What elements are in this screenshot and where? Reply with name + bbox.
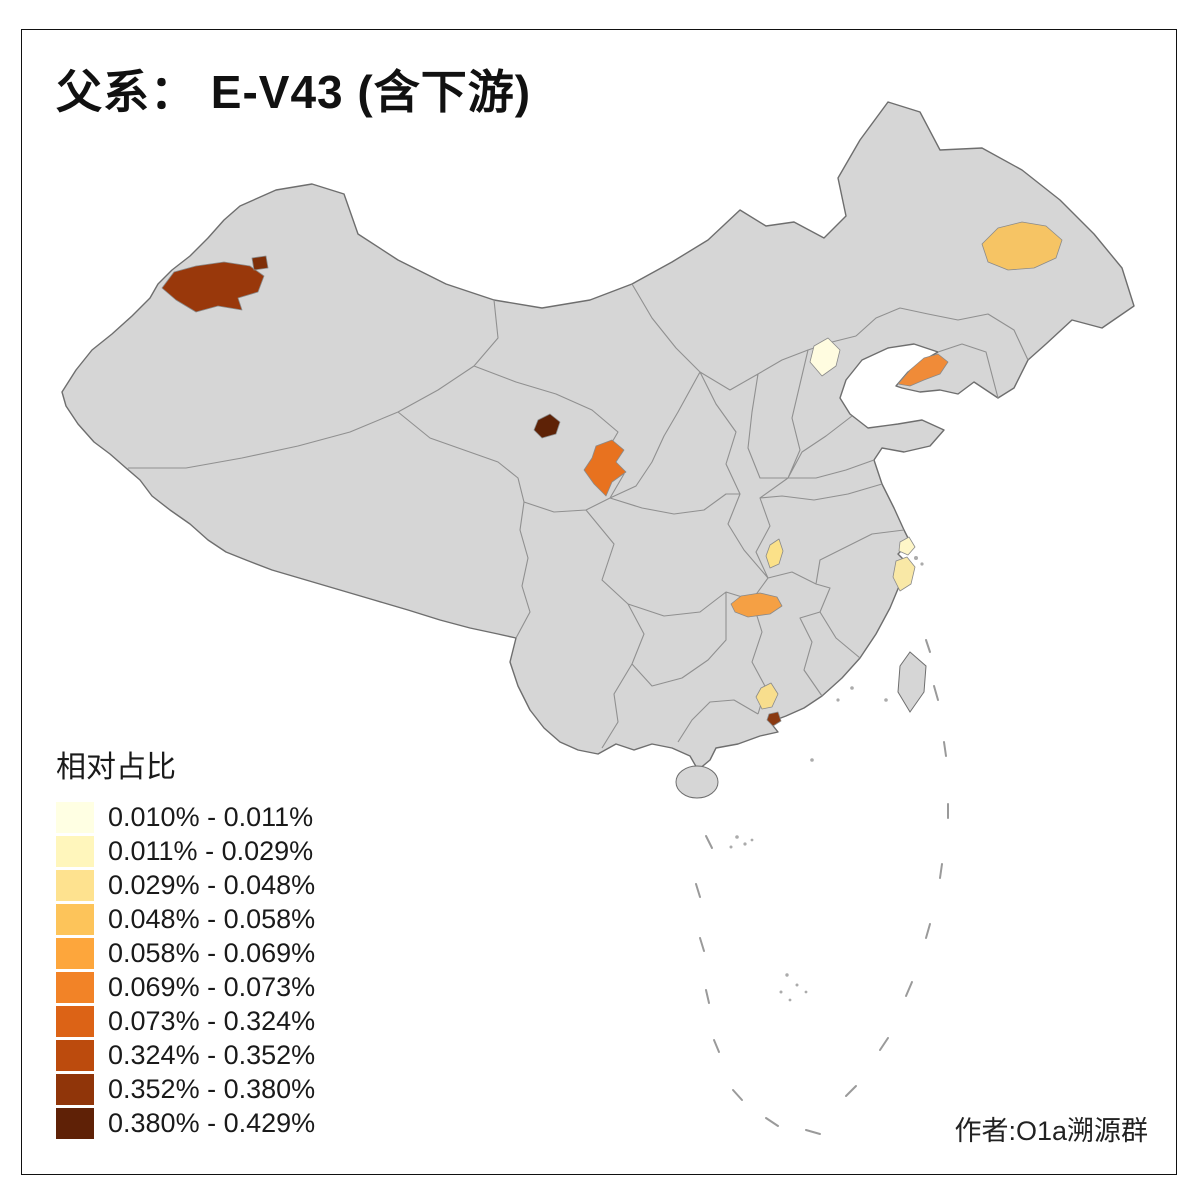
legend-label: 0.380% - 0.429% xyxy=(108,1107,316,1138)
region-heilongjiang-central xyxy=(981,221,1063,271)
region-liaodong-peninsula xyxy=(897,353,949,387)
highlighted-regions xyxy=(161,221,1063,727)
region-hubei-west-spot xyxy=(765,538,784,569)
hainan-island xyxy=(675,765,719,799)
legend-swatch xyxy=(56,1005,94,1037)
legend-swatch xyxy=(56,801,94,833)
legend-title: 相对占比 xyxy=(56,751,176,784)
legend-row: 0.048% - 0.058% xyxy=(56,902,315,936)
legend-swatch xyxy=(56,1039,94,1071)
legend: 相对占比 0.010% - 0.011% 0.011% - 0.029% 0.0… xyxy=(56,742,315,1140)
nine-dash-line xyxy=(695,639,949,1135)
legend-row: 0.058% - 0.069% xyxy=(56,936,315,970)
legend-swatch xyxy=(56,971,94,1003)
legend-label: 0.010% - 0.011% xyxy=(108,801,314,832)
region-west-xinjiang-small xyxy=(251,255,269,271)
legend-label: 0.073% - 0.324% xyxy=(108,1005,316,1036)
plot-frame xyxy=(21,29,1177,1175)
page-title: 父系： E-V43 (含下游) xyxy=(56,66,532,118)
taiwan-island xyxy=(897,651,927,713)
region-west-xinjiang-large xyxy=(161,261,265,313)
legend-label: 0.048% - 0.058% xyxy=(108,903,316,934)
legend-row: 0.352% - 0.380% xyxy=(56,1072,315,1106)
legend-row: 0.029% - 0.048% xyxy=(56,868,315,902)
region-guangdong-central xyxy=(755,682,779,710)
legend-label: 0.058% - 0.069% xyxy=(108,937,316,968)
legend-label: 0.352% - 0.380% xyxy=(108,1073,316,1104)
region-zhejiang-coast xyxy=(892,556,916,592)
region-beijing-area xyxy=(809,337,841,377)
legend-row: 0.380% - 0.429% xyxy=(56,1106,315,1140)
legend-swatch xyxy=(56,1107,94,1139)
region-hunan-central xyxy=(730,592,783,618)
legend-row: 0.324% - 0.352% xyxy=(56,1038,315,1072)
region-gansu-south xyxy=(583,439,627,497)
legend-swatch xyxy=(56,835,94,867)
region-qinghai-spot xyxy=(533,413,561,439)
island-specks xyxy=(729,556,924,1002)
legend-row: 0.010% - 0.011% xyxy=(56,800,315,834)
legend-row: 0.011% - 0.029% xyxy=(56,834,315,868)
islands xyxy=(675,651,927,799)
author-credit: 作者:O1a溯源群 xyxy=(954,1116,1148,1146)
legend-swatch xyxy=(56,903,94,935)
legend-label: 0.324% - 0.352% xyxy=(108,1039,316,1070)
legend-label: 0.011% - 0.029% xyxy=(108,835,314,866)
legend-label: 0.029% - 0.048% xyxy=(108,869,316,900)
region-shanghai-area xyxy=(898,536,916,556)
region-guangdong-delta-spot xyxy=(766,711,782,727)
legend-row: 0.069% - 0.073% xyxy=(56,970,315,1004)
legend-swatch xyxy=(56,1073,94,1105)
legend-row: 0.073% - 0.324% xyxy=(56,1004,315,1038)
legend-swatch xyxy=(56,937,94,969)
legend-swatch xyxy=(56,869,94,901)
legend-label: 0.069% - 0.073% xyxy=(108,971,316,1002)
